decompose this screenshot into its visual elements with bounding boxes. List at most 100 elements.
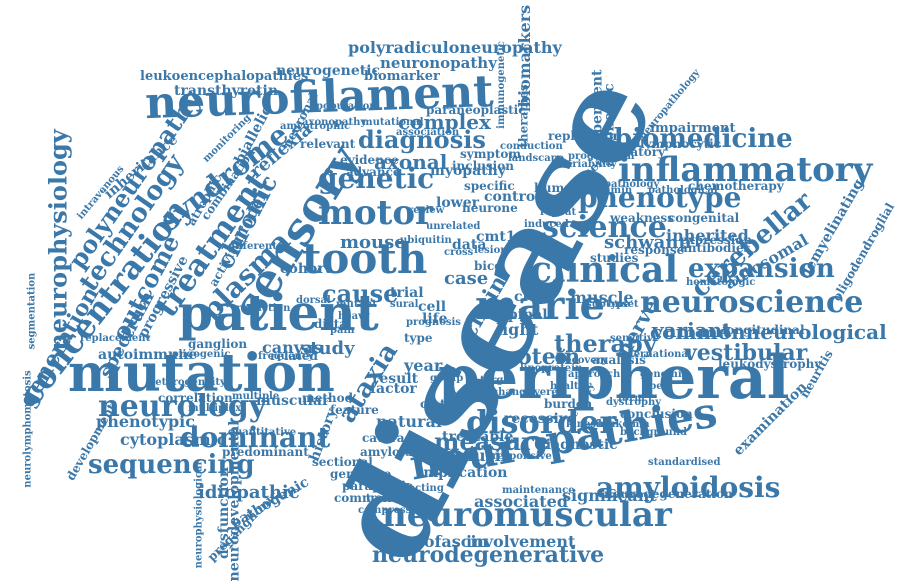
word-result: result [372, 371, 419, 387]
word-diagnosis: diagnosis [358, 125, 486, 154]
word-neurone: neurone [462, 201, 518, 215]
word-involvement: involvement [466, 532, 576, 551]
word-genotype: genotype [330, 467, 392, 481]
word-associated: associated [474, 492, 568, 511]
word-light: light [496, 320, 539, 339]
word-muscular: muscular [256, 393, 330, 409]
word-recovery: recovery [560, 355, 608, 366]
word-compressive: compressive [358, 505, 428, 516]
word-neurogenetic: neurogenetic [276, 63, 381, 79]
word-dynamin: dynamin [584, 185, 633, 196]
word-biomedicine: biomedicine [614, 124, 793, 154]
word-response: response [624, 243, 685, 257]
word-peripheral: peripheral [438, 343, 790, 413]
word-heavy: heavy [338, 311, 370, 322]
word-symptom: symptom [460, 147, 522, 161]
word-association: association [396, 127, 460, 138]
word-lesion: lesion [474, 245, 508, 256]
word-cmt2a: cmt2a [420, 397, 462, 411]
word-method: method [302, 391, 353, 405]
word-implication: implication [418, 465, 508, 481]
word-ubiquitin: ubiquitin [400, 235, 452, 246]
word-spinal: spinal [500, 307, 548, 323]
word-myopathy: myopathy [430, 163, 506, 179]
word-relevant: relevant [300, 137, 356, 151]
word-mouse: mouse [340, 232, 406, 253]
word-fiber: fiber [642, 381, 668, 392]
word-amyloid: amyloid [360, 445, 413, 459]
word-life: life [422, 311, 448, 327]
word-responsive: responsive [492, 451, 552, 462]
word-cross: cross [444, 247, 474, 258]
word-repeat: repeat [540, 207, 577, 218]
word-trial: trial [390, 285, 424, 301]
word-neuromuscular: neuromuscular [382, 495, 672, 535]
word-affecting: affecting [394, 483, 444, 494]
word-lipoprotein: lipoprotein [520, 363, 583, 374]
word-factor: factor [370, 381, 417, 397]
word-mutant: mutant [336, 299, 377, 310]
word-leukemia: leukemia [598, 419, 650, 430]
word-kinesin: kinesin [566, 419, 608, 430]
word-cause: cause [322, 279, 399, 308]
word-axonal: axonal [374, 150, 448, 174]
word-mitofusin: mitofusin [426, 446, 513, 465]
word-sensitive: sensitive [610, 333, 660, 344]
word-maintenance: maintenance [502, 485, 575, 496]
word-amyloidosis: amyloidosis [596, 471, 781, 504]
word-treatable: treatable [442, 429, 514, 445]
word-protein: protein [490, 344, 581, 370]
word-commonest: commonest [334, 491, 412, 505]
word-sequencing: sequencing [88, 450, 255, 480]
word-transthyretin: transthyretin [174, 83, 279, 99]
word-tooth: tooth [302, 234, 428, 283]
word-inherited: inherited [666, 226, 749, 245]
word-therapy: therapy [554, 329, 657, 358]
word-standardised: standardised [648, 457, 721, 468]
word-neurolymphomatosis: neurolymphomatosis [22, 370, 34, 488]
word-specific: specific [464, 179, 515, 193]
word-chemotherapy: chemotherapy [688, 179, 784, 193]
word-distal: distal [314, 317, 352, 331]
word-conclusion: conclusion [620, 407, 693, 421]
word-vestibular: vestibular [684, 340, 808, 366]
word-neurophysiological: neurophysiological [193, 461, 205, 569]
word-subtype: subtype [586, 299, 630, 310]
word-leukoencephalopathies: leukoencephalopathies [140, 69, 309, 84]
word-variant: variant [652, 318, 732, 342]
word-neuronopathy: neuronopathy [380, 54, 497, 72]
word-science: science [542, 210, 667, 245]
word-international: international [618, 349, 692, 360]
word-amyotrophic: amyotrophic [280, 121, 351, 132]
word-biomarker: biomarker [364, 69, 440, 84]
word-pathological: pathological [648, 185, 718, 196]
word-age: age [454, 393, 474, 404]
word-genetic: genetic [318, 162, 435, 195]
word-weakness: weakness [610, 211, 674, 225]
word-feature: feature [330, 403, 379, 417]
word-studies: studies [590, 251, 639, 265]
word-multiplex: multiplex [188, 403, 242, 414]
word-different: different [228, 241, 277, 252]
word-marie: marie [475, 282, 605, 329]
word-therapies: therapies [516, 84, 531, 148]
word-polyradiculoneuropathy: polyradiculoneuropathy [348, 38, 562, 57]
word-group: group [430, 373, 464, 384]
word-neuroscience: neuroscience [640, 285, 864, 320]
word-predominant: predominant [222, 445, 309, 459]
word-axonopathy: axonopathy [302, 117, 367, 128]
word-study: study [300, 338, 355, 359]
word-immunogenetic: immunogenetic [495, 41, 507, 129]
word-diagnostic: diagnostic [536, 437, 618, 453]
word-commonneurological: commonneurological [650, 320, 887, 344]
word-neurodegeneration: neurodegeneration [604, 487, 733, 501]
word-paraneoplastic: paraneoplastic [426, 103, 526, 117]
word-expansion: expansion [688, 254, 835, 284]
word-related: related [270, 349, 318, 363]
word-human: human [534, 181, 581, 195]
word-clinical: clinical [530, 249, 679, 291]
word-autoimmune: autoimmune [98, 347, 198, 363]
word-onset: onset [608, 299, 639, 310]
word-measure: measure [434, 427, 550, 456]
